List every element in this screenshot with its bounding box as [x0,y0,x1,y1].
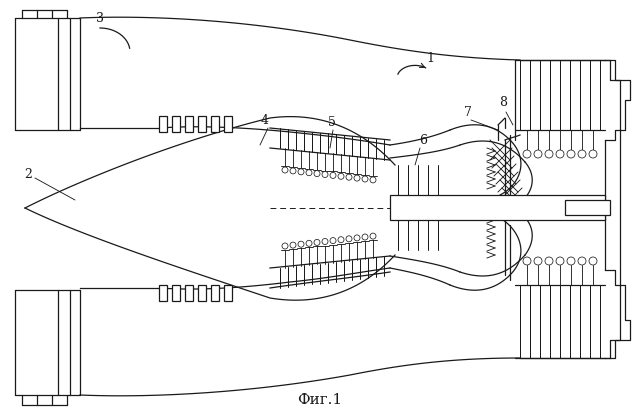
Circle shape [282,243,288,249]
Text: Фиг.1: Фиг.1 [298,393,342,407]
Circle shape [346,236,352,242]
Bar [172,285,180,301]
Text: 6: 6 [419,134,427,146]
Bar [185,116,193,132]
Text: 4: 4 [261,114,269,126]
Circle shape [298,241,304,247]
Bar [390,195,605,220]
Circle shape [354,235,360,241]
Bar [211,116,219,132]
Circle shape [306,240,312,246]
Text: 7: 7 [464,106,472,119]
Circle shape [314,239,320,245]
Text: 3: 3 [96,12,104,25]
Circle shape [523,257,531,265]
Circle shape [362,176,368,182]
Text: 5: 5 [328,116,336,129]
Circle shape [282,167,288,173]
Circle shape [556,150,564,158]
Text: 2: 2 [24,168,32,181]
Bar [224,285,232,301]
Bar [198,285,206,301]
Bar [159,116,167,132]
Bar [185,285,193,301]
Circle shape [567,150,575,158]
Circle shape [338,237,344,243]
Circle shape [534,150,542,158]
Circle shape [338,173,344,179]
Circle shape [370,233,376,239]
Circle shape [545,257,553,265]
Circle shape [362,234,368,240]
Circle shape [330,238,336,244]
Circle shape [306,170,312,176]
Circle shape [589,257,597,265]
Circle shape [556,257,564,265]
Circle shape [567,257,575,265]
Circle shape [290,168,296,174]
Bar [211,285,219,301]
Circle shape [370,177,376,183]
Bar [172,116,180,132]
Circle shape [290,242,296,248]
Bar [198,116,206,132]
Circle shape [322,238,328,245]
Text: 8: 8 [499,97,507,109]
Circle shape [578,257,586,265]
Circle shape [545,150,553,158]
Circle shape [322,171,328,178]
Text: 1: 1 [426,52,434,64]
Circle shape [589,150,597,158]
Circle shape [346,174,352,180]
Circle shape [534,257,542,265]
Bar [159,285,167,301]
Circle shape [354,175,360,181]
Circle shape [330,172,336,178]
Circle shape [523,150,531,158]
Circle shape [314,171,320,177]
Circle shape [298,169,304,175]
Polygon shape [25,116,395,300]
Circle shape [578,150,586,158]
Bar [224,116,232,132]
Bar [565,200,610,215]
